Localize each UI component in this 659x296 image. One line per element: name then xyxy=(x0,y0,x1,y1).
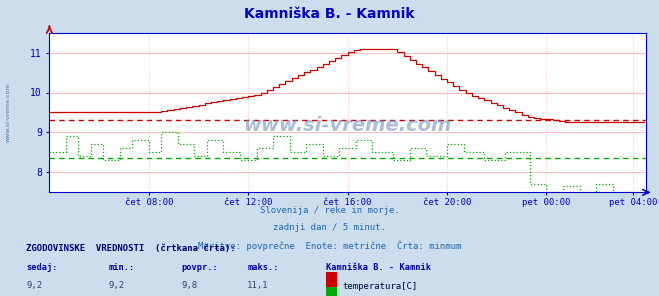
Text: min.:: min.: xyxy=(109,263,135,271)
Text: povpr.:: povpr.: xyxy=(181,263,218,271)
Text: www.si-vreme.com: www.si-vreme.com xyxy=(243,116,452,135)
Text: Slovenija / reke in morje.: Slovenija / reke in morje. xyxy=(260,206,399,215)
Text: 9,8: 9,8 xyxy=(181,281,197,290)
Text: ZGODOVINSKE  VREDNOSTI  (črtkana črta):: ZGODOVINSKE VREDNOSTI (črtkana črta): xyxy=(26,244,236,253)
Text: 9,2: 9,2 xyxy=(26,281,42,290)
Text: 11,1: 11,1 xyxy=(247,281,269,290)
Text: zadnji dan / 5 minut.: zadnji dan / 5 minut. xyxy=(273,223,386,232)
Text: sedaj:: sedaj: xyxy=(26,263,58,271)
Text: Kamniška B. - Kamnik: Kamniška B. - Kamnik xyxy=(326,263,431,271)
Text: Kamniška B. - Kamnik: Kamniška B. - Kamnik xyxy=(244,7,415,21)
Text: Meritve: povprečne  Enote: metrične  Črta: minmum: Meritve: povprečne Enote: metrične Črta:… xyxy=(198,240,461,250)
Text: temperatura[C]: temperatura[C] xyxy=(343,282,418,291)
Text: maks.:: maks.: xyxy=(247,263,279,271)
Text: 9,2: 9,2 xyxy=(109,281,125,290)
Text: www.si-vreme.com: www.si-vreme.com xyxy=(5,83,11,142)
